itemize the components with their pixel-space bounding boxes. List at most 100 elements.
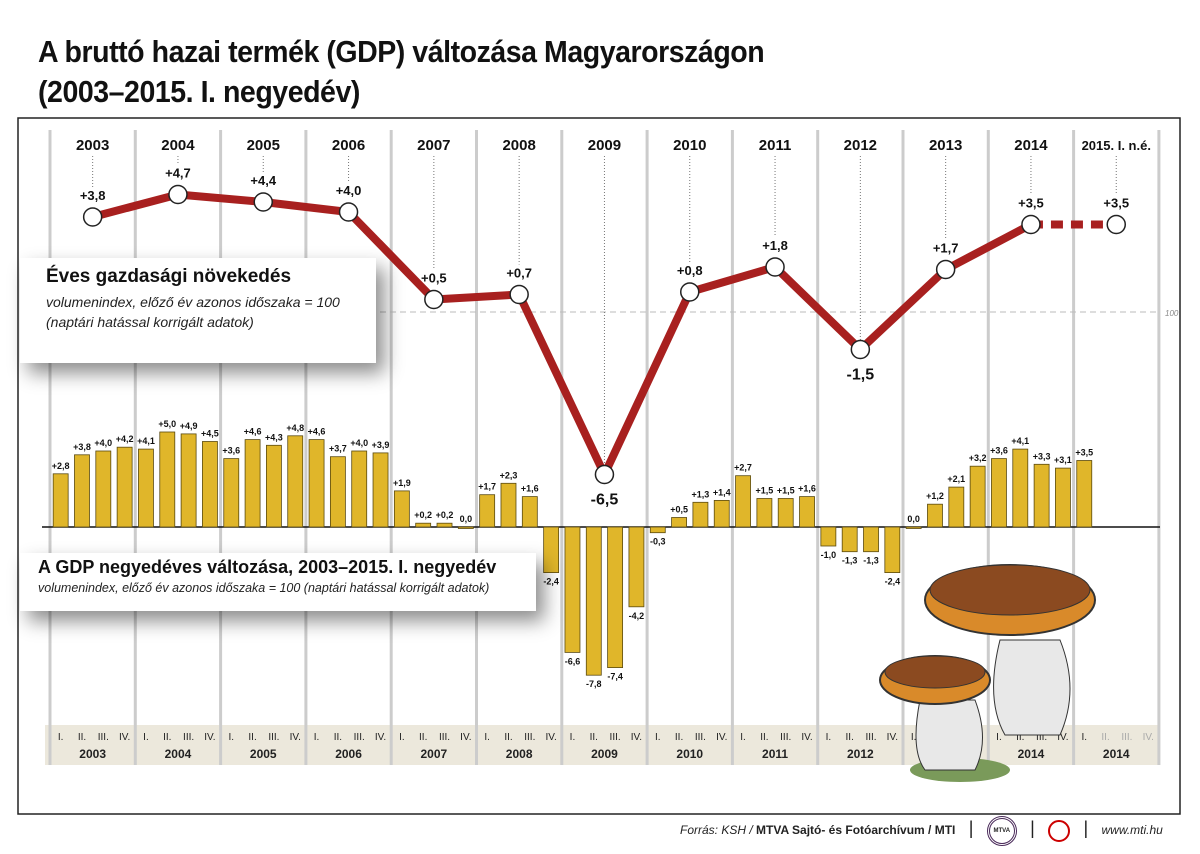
quarter-tick-label: IV.	[290, 732, 301, 743]
quarter-tick-label: III.	[183, 732, 194, 743]
bar-label: +3,7	[329, 444, 347, 454]
quarter-tick-label: I.	[314, 732, 320, 743]
annual-point	[509, 284, 529, 305]
quarter-tick-label: III.	[524, 732, 535, 743]
bar-label: -1,3	[842, 556, 858, 566]
quarter-bar	[244, 439, 261, 528]
quarter-tick-label: I.	[740, 732, 746, 743]
bar-label: -7,8	[586, 679, 602, 689]
quarter-bar	[223, 458, 240, 528]
quarter-bar	[415, 522, 432, 528]
quarter-bar	[777, 498, 794, 528]
quarter-tick-label: I.	[996, 732, 1002, 743]
quarter-tick-label: III.	[439, 732, 450, 743]
annual-value-label: +0,7	[506, 266, 532, 281]
mtva-logo: MTVA	[986, 816, 1017, 846]
quarter-tick-label: IV.	[204, 732, 215, 743]
quarter-bar	[1012, 448, 1029, 528]
bar-label: +2,3	[500, 470, 518, 480]
annual-point	[82, 207, 103, 227]
bar-label: +2,8	[52, 461, 70, 471]
annual-value-label: -1,5	[847, 367, 875, 384]
quarter-tick-label: II.	[419, 732, 427, 743]
bar-label: +4,1	[1011, 436, 1029, 446]
annual-year-label: 2013	[929, 137, 962, 154]
quarter-tick-label: III.	[354, 732, 365, 743]
year-tick-label: 2014	[1018, 747, 1045, 761]
year-tick-label: 2010	[676, 747, 703, 761]
quarter-bar	[863, 526, 879, 553]
annual-heading: Éves gazdasági növekedés	[46, 266, 292, 287]
quarter-tick-label: I.	[655, 732, 661, 743]
annual-value-label: +3,5	[1018, 196, 1044, 211]
annual-point	[680, 282, 700, 302]
quarter-tick-label: IV.	[887, 732, 898, 743]
quarter-tick-label: I.	[484, 732, 490, 743]
frame	[17, 117, 1181, 815]
bar-label: +3,2	[969, 453, 987, 463]
annual-value-label: +3,5	[1103, 196, 1129, 211]
quarter-tick-label: I.	[143, 732, 149, 743]
quarter-tick-label: II.	[846, 732, 854, 743]
quarter-bar	[905, 526, 922, 529]
quarter-bar	[95, 450, 112, 528]
bar-label: -1,3	[863, 556, 879, 566]
bar-label: +3,8	[73, 442, 91, 452]
footer: Forrás: KSH / MTVA Sajtó- és Fotóarchívu…	[680, 816, 1163, 846]
bar-label: +1,3	[692, 489, 710, 499]
source-bold: MTVA Sajtó- és Fotóarchívum / MTI	[756, 823, 956, 838]
quarter-bar	[841, 526, 858, 553]
annual-year-label: 2009	[588, 137, 621, 154]
quarter-bar	[628, 526, 645, 608]
bar-label: +4,9	[180, 421, 198, 431]
quarter-tick-label: II.	[334, 732, 342, 743]
quarter-tick-label: IV.	[1143, 732, 1154, 743]
quarter-tick-label: II.	[248, 732, 256, 743]
quarter-tick-label: II.	[675, 732, 683, 743]
quarter-tick-label: III.	[610, 732, 621, 743]
year-tick-label: 2005	[250, 747, 277, 761]
quarter-bar	[351, 450, 368, 528]
year-tick-label: 2014	[1103, 747, 1130, 761]
bar-label: -0,3	[650, 537, 666, 547]
bar-label: +3,9	[372, 440, 390, 450]
annual-point	[594, 464, 615, 485]
bar-label: -4,2	[629, 611, 645, 621]
annual-value-label: +4,0	[336, 183, 362, 198]
annual-value-label: +0,8	[677, 263, 703, 278]
bar-label: +0,5	[670, 505, 688, 515]
annual-point	[765, 257, 785, 277]
bar-label: +1,6	[521, 484, 539, 494]
year-tick-label: 2004	[165, 747, 192, 761]
annual-year-label: 2005	[247, 137, 280, 154]
bar-label: 0,0	[460, 514, 473, 524]
bar-label: +4,5	[201, 429, 219, 439]
annual-value-label: +4,7	[165, 166, 191, 181]
quarter-bar	[713, 499, 730, 528]
quarter-tick-label: I.	[570, 732, 576, 743]
bar-label: +1,9	[393, 478, 411, 488]
quarter-bar	[74, 454, 90, 528]
quarter-tick-label: I.	[58, 732, 64, 743]
quarter-tick-label: II.	[1016, 732, 1024, 743]
quarter-bar	[479, 494, 496, 528]
quarter-tick-label: I.	[228, 732, 234, 743]
bar-label: +4,0	[350, 438, 368, 448]
annual-point	[935, 259, 956, 280]
annual-value-label: +1,8	[762, 238, 788, 253]
quarter-bar	[649, 526, 666, 534]
quarter-bar	[138, 448, 154, 528]
annual-point	[1021, 214, 1041, 235]
quarter-tick-label: IV.	[716, 732, 727, 743]
quarter-bar	[585, 526, 602, 676]
quarter-bar	[202, 441, 218, 528]
annual-year-label: 2011	[759, 137, 792, 154]
quarter-bar	[543, 526, 560, 573]
bar-label: +4,6	[244, 427, 262, 437]
bar-label: +1,2	[926, 491, 944, 501]
quarter-tick-label: IV.	[1057, 732, 1068, 743]
quarter-bar	[1055, 467, 1071, 528]
annual-year-label: 2008	[502, 137, 535, 154]
annual-sub2: (naptári hatással korrigált adatok)	[46, 314, 254, 330]
